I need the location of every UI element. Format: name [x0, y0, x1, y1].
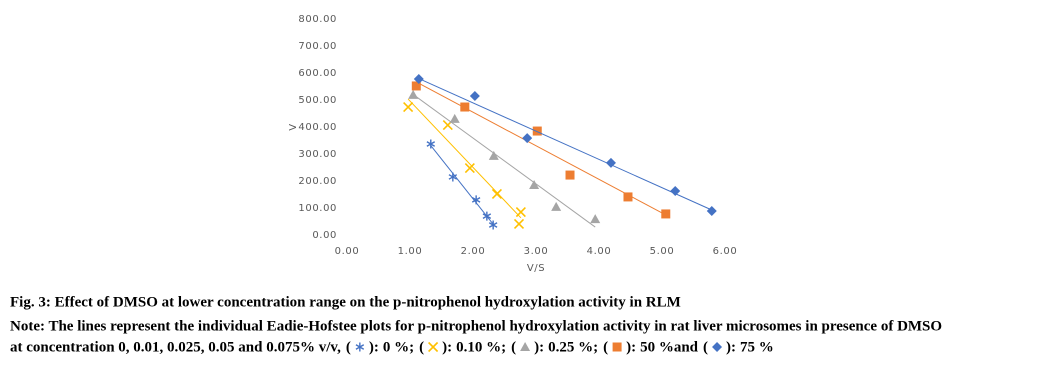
x-tick-label: 4.00: [587, 246, 612, 257]
legend-separator: ;: [409, 339, 414, 355]
legend-punct: (: [703, 339, 708, 355]
y-tick-label: 800.00: [298, 14, 337, 25]
y-tick-label: 700.00: [298, 41, 337, 52]
caption-note: at concentration 0, 0.01, 0.025, 0.05 an…: [10, 339, 341, 355]
legend-punct: (: [346, 339, 351, 355]
trend-line: [430, 145, 494, 225]
y-tick-label: 100.00: [298, 203, 337, 214]
legend-marker: [712, 342, 723, 352]
caption-note: Note: The lines represent the individual…: [10, 318, 942, 334]
data-point: [403, 101, 414, 113]
x-tick-label: 0.00: [335, 246, 360, 257]
data-point: [464, 162, 475, 174]
legend-label: 75 %: [740, 339, 774, 355]
legend-label: 0.10 %: [456, 339, 501, 355]
legend-punct: (: [511, 339, 516, 355]
legend-separator: ;: [501, 339, 506, 355]
data-point: [532, 126, 542, 136]
data-point: [623, 192, 633, 202]
data-point: [448, 172, 458, 182]
legend-punct: ):: [726, 339, 736, 355]
data-point: [413, 73, 424, 84]
data-point: [488, 150, 499, 160]
trend-line: [407, 98, 522, 219]
legend-marker: [612, 342, 622, 352]
x-tick-label: 6.00: [713, 246, 738, 257]
x-tick-label: 5.00: [650, 246, 675, 257]
x-tick-label: 2.00: [461, 246, 486, 257]
y-tick-label: 600.00: [298, 68, 337, 79]
y-tick-label: 300.00: [298, 149, 337, 160]
legend-marker: [520, 342, 531, 351]
data-point: [513, 218, 525, 229]
data-point: [471, 195, 481, 205]
data-point: [529, 180, 540, 190]
legend-marker: [428, 341, 439, 353]
data-point: [661, 209, 671, 219]
y-tick-label: 400.00: [298, 122, 337, 133]
data-point: [491, 188, 503, 200]
data-point: [522, 133, 533, 144]
data-point: [706, 205, 717, 216]
data-point: [426, 139, 436, 149]
y-tick-label: 0.00: [312, 230, 337, 241]
data-point: [469, 90, 480, 101]
x-axis-label: V/S: [527, 263, 545, 274]
data-point: [449, 113, 460, 123]
legend-punct: ):: [534, 339, 544, 355]
caption-title: Fig. 3: Effect of DMSO at lower concentr…: [10, 294, 681, 310]
legend-separator: ;: [593, 339, 598, 355]
data-point: [460, 102, 470, 112]
data-point: [670, 185, 681, 196]
y-tick-label: 500.00: [298, 95, 337, 106]
legend-label: 0 %: [383, 339, 409, 355]
data-point: [411, 81, 421, 91]
legend-punct: (: [419, 339, 424, 355]
x-tick-label: 1.00: [398, 246, 423, 257]
y-axis-label: V: [288, 123, 299, 130]
legend-punct: ):: [442, 339, 452, 355]
legend-punct: (: [603, 339, 608, 355]
y-tick-label: 200.00: [298, 176, 337, 187]
legend-label: 50 %: [640, 339, 674, 355]
data-point: [488, 220, 498, 230]
legend-marker: [355, 342, 365, 352]
legend-separator: and: [674, 339, 699, 355]
data-point: [482, 211, 492, 221]
legend-label: 0.25 %: [548, 339, 593, 355]
legend-punct: ):: [369, 339, 379, 355]
data-point: [565, 170, 575, 180]
data-point: [515, 206, 526, 218]
x-tick-label: 3.00: [524, 246, 549, 257]
data-point: [551, 201, 562, 211]
legend-punct: ):: [626, 339, 636, 355]
trend-line: [412, 94, 596, 228]
data-point: [408, 89, 419, 99]
data-point: [590, 214, 601, 224]
data-point: [605, 157, 616, 168]
trend-line: [418, 78, 712, 211]
